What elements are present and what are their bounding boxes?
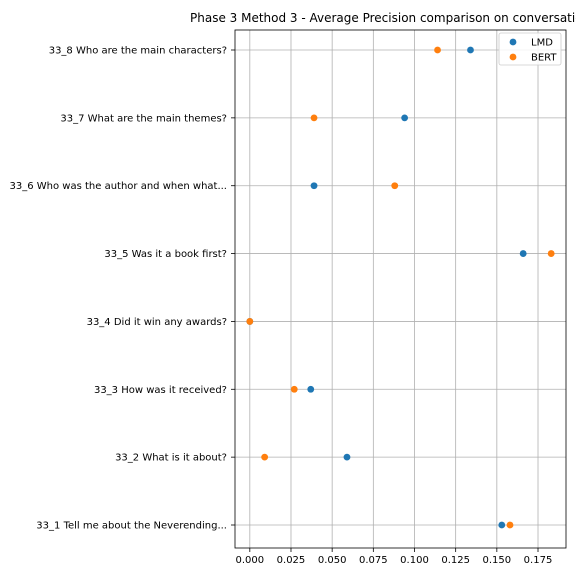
point-bert bbox=[261, 453, 269, 461]
x-tick-label: 0.125 bbox=[441, 555, 470, 566]
point-bert bbox=[290, 385, 298, 393]
chart-title: Phase 3 Method 3 - Average Precision com… bbox=[190, 11, 576, 25]
legend-label: LMD bbox=[531, 38, 553, 49]
y-tick-label: 33_1 Tell me about the Neverending... bbox=[36, 521, 227, 532]
grid-lines bbox=[235, 30, 566, 548]
y-tick-label: 33_5 Was it a book first? bbox=[104, 249, 227, 260]
legend-marker-bert bbox=[509, 53, 517, 61]
legend: LMD BERT bbox=[498, 32, 562, 66]
y-tick-label: 33_2 What is it about? bbox=[115, 453, 227, 464]
data-points bbox=[246, 46, 555, 529]
x-tick-label: 0.000 bbox=[236, 555, 265, 566]
point-bert bbox=[246, 318, 254, 325]
point-bert bbox=[506, 521, 514, 529]
x-tick-label: 0.175 bbox=[524, 555, 553, 566]
x-tick-label: 0.075 bbox=[359, 555, 388, 566]
y-tick-label: 33_8 Who are the main characters? bbox=[49, 46, 227, 57]
y-tick-label: 33_6 Who was the author and when what... bbox=[10, 181, 228, 192]
plot-frame bbox=[234, 29, 567, 549]
y-tick-label: 33_7 What are the main themes? bbox=[60, 113, 227, 124]
y-tick-label: 33_3 How was it received? bbox=[94, 385, 227, 396]
x-tick-label: 0.025 bbox=[277, 555, 306, 566]
point-bert bbox=[434, 46, 441, 54]
y-tick-label: 33_4 Did it win any awards? bbox=[87, 317, 227, 328]
point-bert bbox=[391, 182, 399, 190]
x-tick-label: 0.100 bbox=[400, 555, 429, 566]
axes: 0.000 0.025 0.050 0.075 0.100 0.125 0.150 0.175… bbox=[10, 29, 567, 566]
point-lmd bbox=[401, 114, 409, 122]
point-lmd bbox=[519, 250, 527, 257]
point-lmd bbox=[498, 521, 506, 529]
point-lmd bbox=[307, 385, 315, 393]
point-lmd bbox=[310, 182, 318, 190]
legend-label: BERT bbox=[531, 53, 557, 64]
x-tick-label: 0.150 bbox=[483, 555, 512, 566]
point-lmd bbox=[343, 453, 351, 461]
point-lmd bbox=[467, 46, 474, 54]
point-bert bbox=[547, 250, 555, 257]
x-tick-label: 0.050 bbox=[318, 555, 347, 566]
point-bert bbox=[310, 114, 318, 122]
legend-marker-lmd bbox=[509, 38, 517, 46]
